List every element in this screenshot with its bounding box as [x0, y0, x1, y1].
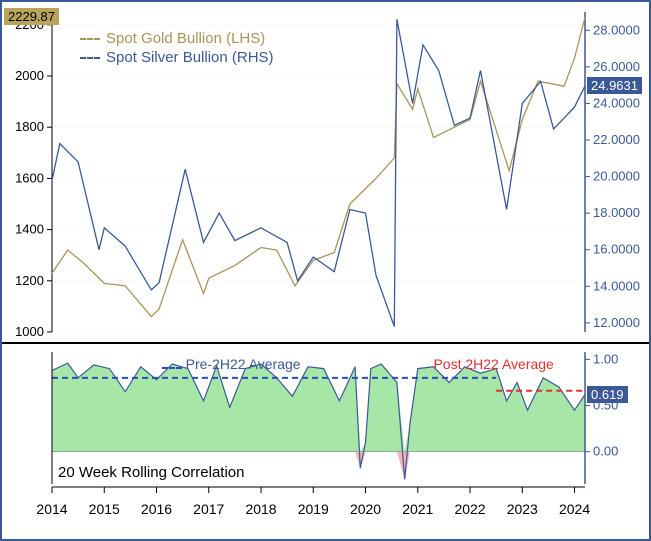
- legend-gold: Spot Gold Bullion (LHS): [80, 30, 274, 47]
- svg-text:2016: 2016: [141, 501, 172, 517]
- pre-avg-text: Pre-2H22 Average: [186, 356, 301, 372]
- chart-container: 100012001400160018002000220012.000014.00…: [0, 0, 651, 541]
- corr-last-badge: 0.619: [587, 386, 628, 403]
- svg-text:1600: 1600: [15, 170, 44, 185]
- gold-last-badge: 2229.87: [4, 8, 59, 25]
- silver-last-value: 24.9631: [591, 78, 638, 93]
- svg-text:1400: 1400: [15, 222, 44, 237]
- svg-text:1800: 1800: [15, 119, 44, 134]
- svg-text:2000: 2000: [15, 68, 44, 83]
- legend-gold-label: Spot Gold Bullion (LHS): [106, 30, 265, 47]
- svg-text:28.0000: 28.0000: [593, 22, 640, 37]
- legend-silver: Spot Silver Bullion (RHS): [80, 49, 274, 66]
- svg-text:22.0000: 22.0000: [593, 132, 640, 147]
- svg-text:0.00: 0.00: [593, 444, 618, 459]
- lower-panel-title: 20 Week Rolling Correlation: [58, 464, 244, 481]
- svg-text:24.0000: 24.0000: [593, 95, 640, 110]
- svg-text:2017: 2017: [193, 501, 224, 517]
- legend-dash-icon: [80, 38, 100, 40]
- svg-text:16.0000: 16.0000: [593, 242, 640, 257]
- svg-text:1000: 1000: [15, 324, 44, 339]
- svg-text:12.0000: 12.0000: [593, 315, 640, 330]
- svg-text:14.0000: 14.0000: [593, 278, 640, 293]
- svg-text:2023: 2023: [507, 501, 538, 517]
- svg-text:26.0000: 26.0000: [593, 59, 640, 74]
- x-axis: 2014 2015 2016 2017 2018 2019 2020 2021 2022 2023…: [2, 486, 649, 539]
- upper-legend: Spot Gold Bullion (LHS) Spot Silver Bull…: [80, 30, 274, 68]
- svg-text:2024: 2024: [559, 501, 590, 517]
- corr-last-value: 0.619: [591, 387, 624, 402]
- svg-text:2015: 2015: [89, 501, 120, 517]
- svg-text:18.0000: 18.0000: [593, 205, 640, 220]
- svg-text:1.00: 1.00: [593, 351, 618, 366]
- legend-dash-icon: [162, 367, 182, 369]
- legend-dash-icon: [80, 57, 100, 59]
- svg-text:2018: 2018: [245, 501, 276, 517]
- post-avg-label: Post 2H22 Average: [433, 356, 553, 372]
- xaxis-svg: 2014 2015 2016 2017 2018 2019 2020 2021 2022 2023…: [2, 486, 651, 539]
- svg-text:20.0000: 20.0000: [593, 169, 640, 184]
- svg-text:2020: 2020: [350, 501, 381, 517]
- svg-text:2019: 2019: [298, 501, 329, 517]
- lower-correlation-panel: 0.000.501.00 0.619 Pre-2H22 Average Post…: [2, 342, 649, 490]
- svg-text:1200: 1200: [15, 273, 44, 288]
- upper-price-panel: 100012001400160018002000220012.000014.00…: [2, 2, 649, 342]
- post-avg-text: Post 2H22 Average: [433, 356, 553, 372]
- svg-text:2014: 2014: [36, 501, 67, 517]
- legend-silver-label: Spot Silver Bullion (RHS): [106, 49, 274, 66]
- gold-last-value: 2229.87: [8, 9, 55, 24]
- silver-last-badge: 24.9631: [587, 77, 642, 94]
- svg-text:2022: 2022: [454, 501, 485, 517]
- pre-avg-label: Pre-2H22 Average: [162, 356, 301, 372]
- svg-text:2021: 2021: [402, 501, 433, 517]
